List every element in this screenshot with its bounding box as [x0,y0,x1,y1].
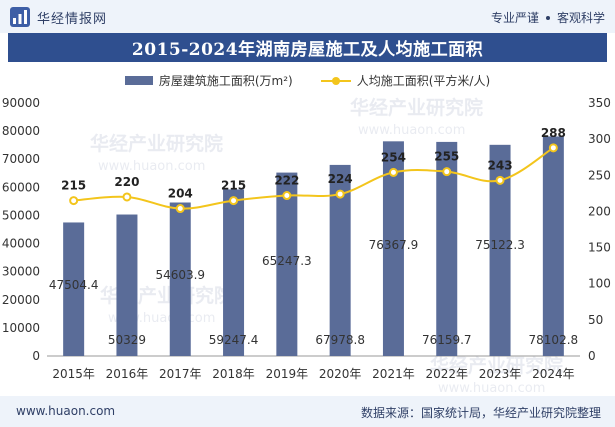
y-left-tick-label: 10000 [2,321,40,335]
legend-item-line: 人均施工面积(平方米/人) [320,72,491,89]
legend-item-bars: 房屋建筑施工面积(万m²) [124,72,293,89]
line-point-2016年 [122,192,132,202]
x-tick-label: 2021年 [372,367,415,381]
line-value-label: 255 [434,150,459,164]
footer-source: 数据来源：国家统计局，华经产业研究院整理 [360,406,601,420]
bar-2015年 [63,222,85,356]
bar-value-label: 78102.8 [529,333,579,347]
x-tick-label: 2022年 [425,367,468,381]
x-tick-label: 2024年 [532,367,575,381]
x-tick-label: 2020年 [319,367,362,381]
bar-value-label: 75122.3 [475,238,525,252]
bar-value-label: 65247.3 [262,254,312,268]
y-left-tick-label: 0 [32,349,40,363]
y-right-tick-label: 50 [588,313,603,327]
bar-2019年 [276,172,298,356]
separator-dot-icon [545,15,550,20]
line-value-label: 243 [488,158,513,172]
footer-site-link[interactable]: www.huaon.com [16,404,116,418]
line-point-2015年 [69,196,79,206]
bar-value-label: 50329 [108,333,146,347]
bar-value-label: 76159.7 [422,333,472,347]
x-tick-label: 2018年 [212,367,255,381]
line-value-label: 215 [221,179,246,193]
bar-2021年 [382,141,404,356]
bar-2023年 [489,144,511,356]
legend-bar-swatch-icon [124,76,153,85]
tagline-left: 专业严谨 [490,11,539,25]
x-tick-label: 2015年 [52,367,95,381]
y-right-tick-label: 350 [588,96,611,110]
brand[interactable]: 华经情报网 [10,7,107,27]
tagline: 专业严谨 客观科学 [491,9,605,26]
line-value-label: 220 [114,175,139,189]
bar-2020年 [329,164,351,356]
y-left-tick-label: 40000 [2,237,40,251]
bar-2022年 [436,141,458,356]
bar-2024年 [542,136,564,356]
line-value-label: 222 [274,174,299,188]
line-series-path [73,146,554,210]
line-value-label: 204 [168,187,193,201]
chart-title: 2015-2024年湖南房屋施工及人均施工面积 [131,40,484,60]
chart-legend: 房屋建筑施工面积(万m²) 人均施工面积(平方米/人) [0,72,615,89]
bar-value-label: 76367.9 [369,238,419,252]
line-point-2018年 [229,196,239,206]
y-right-tick-label: 300 [588,132,611,146]
line-value-label: 215 [61,179,86,193]
bar-value-label: 54603.9 [155,268,205,282]
y-left-tick-label: 50000 [2,208,40,222]
legend-label-line: 人均施工面积(平方米/人) [356,74,491,88]
bar-value-label: 67978.8 [315,333,365,347]
bar-value-label: 59247.4 [209,333,259,347]
y-right-tick-label: 0 [588,349,596,363]
y-left-tick-label: 30000 [2,265,40,279]
x-tick-label: 2016年 [106,367,149,381]
bar-value-label: 47504.4 [49,278,99,292]
x-tick-label: 2023年 [479,367,522,381]
y-left-tick-label: 70000 [2,152,40,166]
y-right-tick-label: 250 [588,168,611,182]
line-point-2019年 [282,191,292,201]
chart-title-banner: 2015-2024年湖南房屋施工及人均施工面积 [8,33,607,62]
line-point-2024年 [548,143,558,153]
y-left-tick-label: 80000 [2,124,40,138]
header-bar: 华经情报网 专业严谨 客观科学 [0,0,615,33]
line-value-label: 254 [381,150,406,164]
line-value-label: 224 [328,172,353,186]
line-point-2022年 [442,167,452,177]
y-right-tick-label: 100 [588,277,611,291]
bar-2016年 [116,214,138,356]
brand-name: 华经情报网 [37,11,108,27]
line-point-2021年 [388,167,398,177]
y-left-tick-label: 90000 [2,96,40,110]
tagline-right: 客观科学 [556,11,605,25]
y-right-tick-label: 150 [588,241,611,255]
line-point-2020年 [335,189,345,199]
line-point-2017年 [175,204,185,214]
x-tick-label: 2017年 [159,367,202,381]
y-left-tick-label: 60000 [2,180,40,194]
y-left-tick-label: 20000 [2,293,40,307]
legend-label-bars: 房屋建筑施工面积(万m²) [158,74,293,88]
line-point-2023年 [495,175,505,185]
x-tick-label: 2019年 [266,367,309,381]
footer-bar: www.huaon.com 数据来源：国家统计局，华经产业研究院整理 [0,396,615,427]
legend-line-swatch-icon [320,76,351,86]
brand-logo-icon [10,7,30,27]
y-right-tick-label: 200 [588,204,611,218]
bar-2018年 [223,189,245,356]
line-value-label: 288 [541,126,566,140]
bar-2017年 [169,202,191,356]
